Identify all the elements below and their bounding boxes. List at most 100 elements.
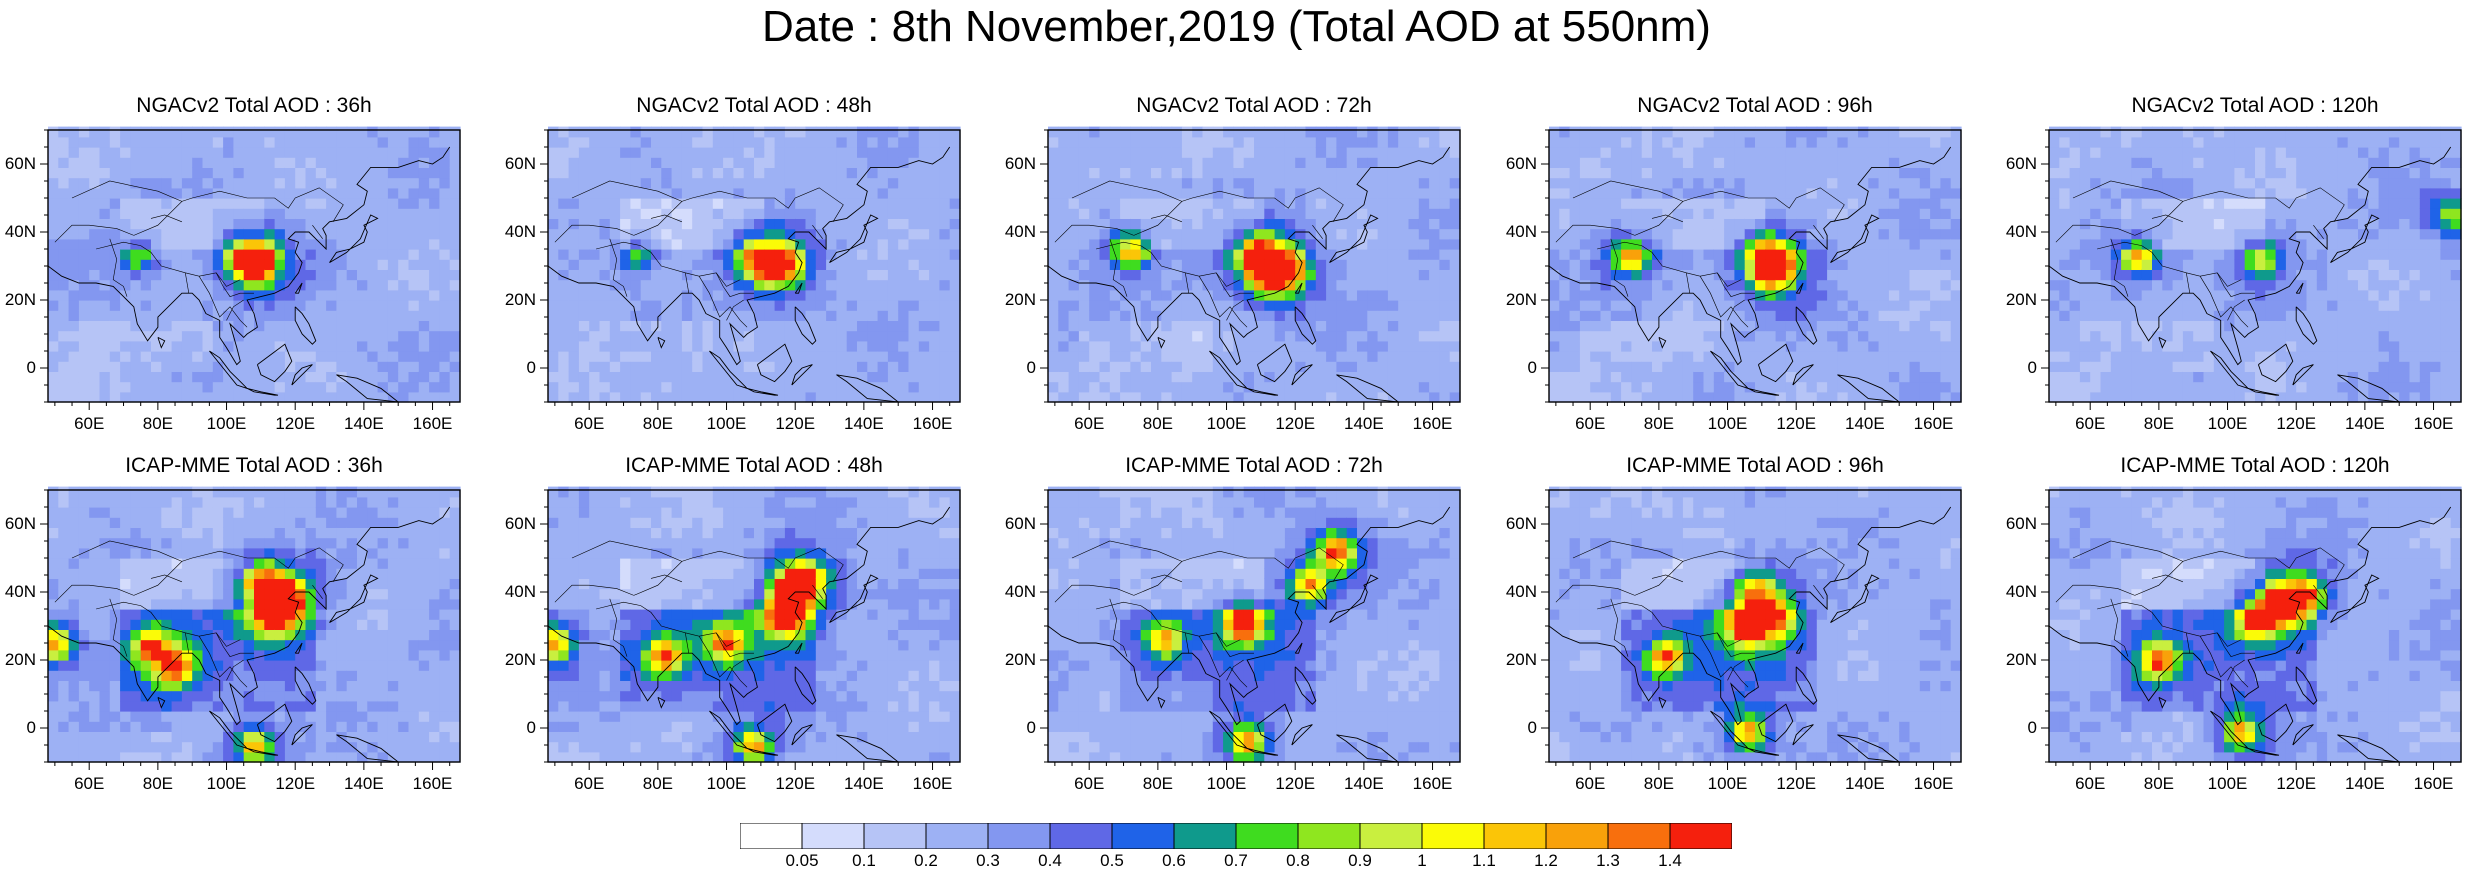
lon-tick-label: 100E xyxy=(2207,414,2248,433)
aod-map-panel xyxy=(1040,486,1461,770)
colorbar-bin xyxy=(1607,823,1671,849)
aod-field xyxy=(2049,126,2462,403)
lat-tick-label: 0 xyxy=(526,718,536,737)
colorbar-bin xyxy=(987,823,1051,849)
country-borders xyxy=(2055,540,2345,688)
lat-tick-label: 0 xyxy=(526,358,536,377)
lon-tick-label: 120E xyxy=(275,774,316,793)
lon-tick-label: 160E xyxy=(1913,774,1954,793)
lat-tick-label: 20N xyxy=(2005,290,2037,309)
lon-tick-label: 160E xyxy=(2413,774,2454,793)
lon-tick-label: 100E xyxy=(706,414,747,433)
colorbar-bin xyxy=(801,823,865,849)
axis-ticks xyxy=(40,129,451,410)
lon-tick-label: 60E xyxy=(74,414,105,433)
lon-tick-label: 120E xyxy=(1776,414,1817,433)
colorbar-bin xyxy=(1049,823,1113,849)
axis-ticks xyxy=(1541,129,1952,410)
colorbar-label: 1.3 xyxy=(1596,851,1620,870)
country-borders xyxy=(1555,180,1845,328)
panel-title: NGACv2 Total AOD : 48h xyxy=(636,94,872,117)
aod-map-panel xyxy=(1541,126,1962,410)
colorbar-bin xyxy=(1111,823,1175,849)
colorbar-bin xyxy=(1235,823,1299,849)
colorbar-label: 1.4 xyxy=(1658,851,1682,870)
lon-tick-label: 100E xyxy=(206,774,247,793)
lon-tick-label: 60E xyxy=(574,414,605,433)
lon-tick-label: 120E xyxy=(1275,774,1316,793)
colorbar-bin xyxy=(1359,823,1423,849)
lat-tick-label: 60N xyxy=(2005,154,2037,173)
panel-title: ICAP-MME Total AOD : 72h xyxy=(1125,454,1383,477)
country-borders xyxy=(1054,180,1344,328)
lon-tick-label: 160E xyxy=(412,774,453,793)
colorbar-bin xyxy=(1421,823,1485,849)
axis-ticks xyxy=(540,489,951,770)
lon-tick-label: 60E xyxy=(2075,774,2106,793)
lat-tick-label: 0 xyxy=(26,358,36,377)
axis-ticks xyxy=(1040,129,1451,410)
lon-tick-label: 160E xyxy=(1412,774,1453,793)
lon-tick-label: 140E xyxy=(2345,414,2385,433)
axis-ticks xyxy=(1541,489,1952,770)
lat-tick-label: 60N xyxy=(4,154,36,173)
lon-tick-label: 140E xyxy=(344,414,384,433)
lat-tick-label: 0 xyxy=(1527,718,1537,737)
aod-field xyxy=(1048,126,1461,403)
lon-tick-label: 100E xyxy=(206,414,247,433)
lat-tick-label: 60N xyxy=(1505,154,1537,173)
panel-title: NGACv2 Total AOD : 36h xyxy=(136,94,372,117)
aod-field xyxy=(548,486,961,763)
lat-tick-label: 20N xyxy=(1505,650,1537,669)
lon-tick-label: 80E xyxy=(642,414,673,433)
lon-tick-label: 60E xyxy=(1575,414,1606,433)
lat-tick-label: 60N xyxy=(1505,514,1537,533)
lon-tick-label: 100E xyxy=(1707,774,1748,793)
axis-ticks xyxy=(540,129,951,410)
lat-tick-label: 40N xyxy=(1004,582,1036,601)
axis-ticks xyxy=(40,489,451,770)
aod-map-panel xyxy=(1541,486,1962,770)
lat-tick-label: 40N xyxy=(1505,582,1537,601)
lat-tick-label: 20N xyxy=(504,290,536,309)
lon-tick-label: 80E xyxy=(142,414,173,433)
colorbar-bin xyxy=(863,823,927,849)
lon-tick-label: 120E xyxy=(2276,774,2317,793)
panel-title: ICAP-MME Total AOD : 36h xyxy=(125,454,383,477)
lat-tick-label: 40N xyxy=(2005,582,2037,601)
colorbar-label: 0.8 xyxy=(1286,851,1310,870)
lon-tick-label: 100E xyxy=(1206,774,1247,793)
panel-title: ICAP-MME Total AOD : 96h xyxy=(1626,454,1884,477)
lat-tick-label: 40N xyxy=(1505,222,1537,241)
lat-tick-label: 40N xyxy=(4,222,36,241)
country-borders xyxy=(554,540,844,688)
aod-field xyxy=(1048,486,1461,763)
lon-tick-label: 60E xyxy=(1575,774,1606,793)
colorbar-label: 0.3 xyxy=(976,851,1000,870)
aod-map-panel xyxy=(40,486,461,770)
lat-tick-label: 0 xyxy=(1026,358,1036,377)
lon-tick-label: 120E xyxy=(2276,414,2317,433)
country-borders xyxy=(2055,180,2345,328)
lon-tick-label: 160E xyxy=(1913,414,1954,433)
aod-map-panel xyxy=(1040,126,1461,410)
coastlines xyxy=(1047,506,1451,763)
lon-tick-label: 80E xyxy=(2143,414,2174,433)
lat-tick-label: 20N xyxy=(1004,650,1036,669)
lon-tick-label: 60E xyxy=(2075,414,2106,433)
lat-tick-label: 40N xyxy=(4,582,36,601)
colorbar-label: 0.05 xyxy=(785,851,819,870)
lat-tick-label: 60N xyxy=(2005,514,2037,533)
aod-field xyxy=(2049,486,2462,763)
lon-tick-label: 120E xyxy=(1776,774,1817,793)
coastlines xyxy=(47,146,451,403)
colorbar-label: 1 xyxy=(1417,851,1427,870)
lon-tick-label: 160E xyxy=(1412,414,1453,433)
lon-tick-label: 80E xyxy=(142,774,173,793)
panel-title: ICAP-MME Total AOD : 120h xyxy=(2120,454,2390,477)
lat-tick-label: 20N xyxy=(4,290,36,309)
lat-tick-label: 20N xyxy=(4,650,36,669)
lon-tick-label: 100E xyxy=(1206,414,1247,433)
colorbar xyxy=(740,823,1732,849)
lon-tick-label: 140E xyxy=(1344,414,1384,433)
